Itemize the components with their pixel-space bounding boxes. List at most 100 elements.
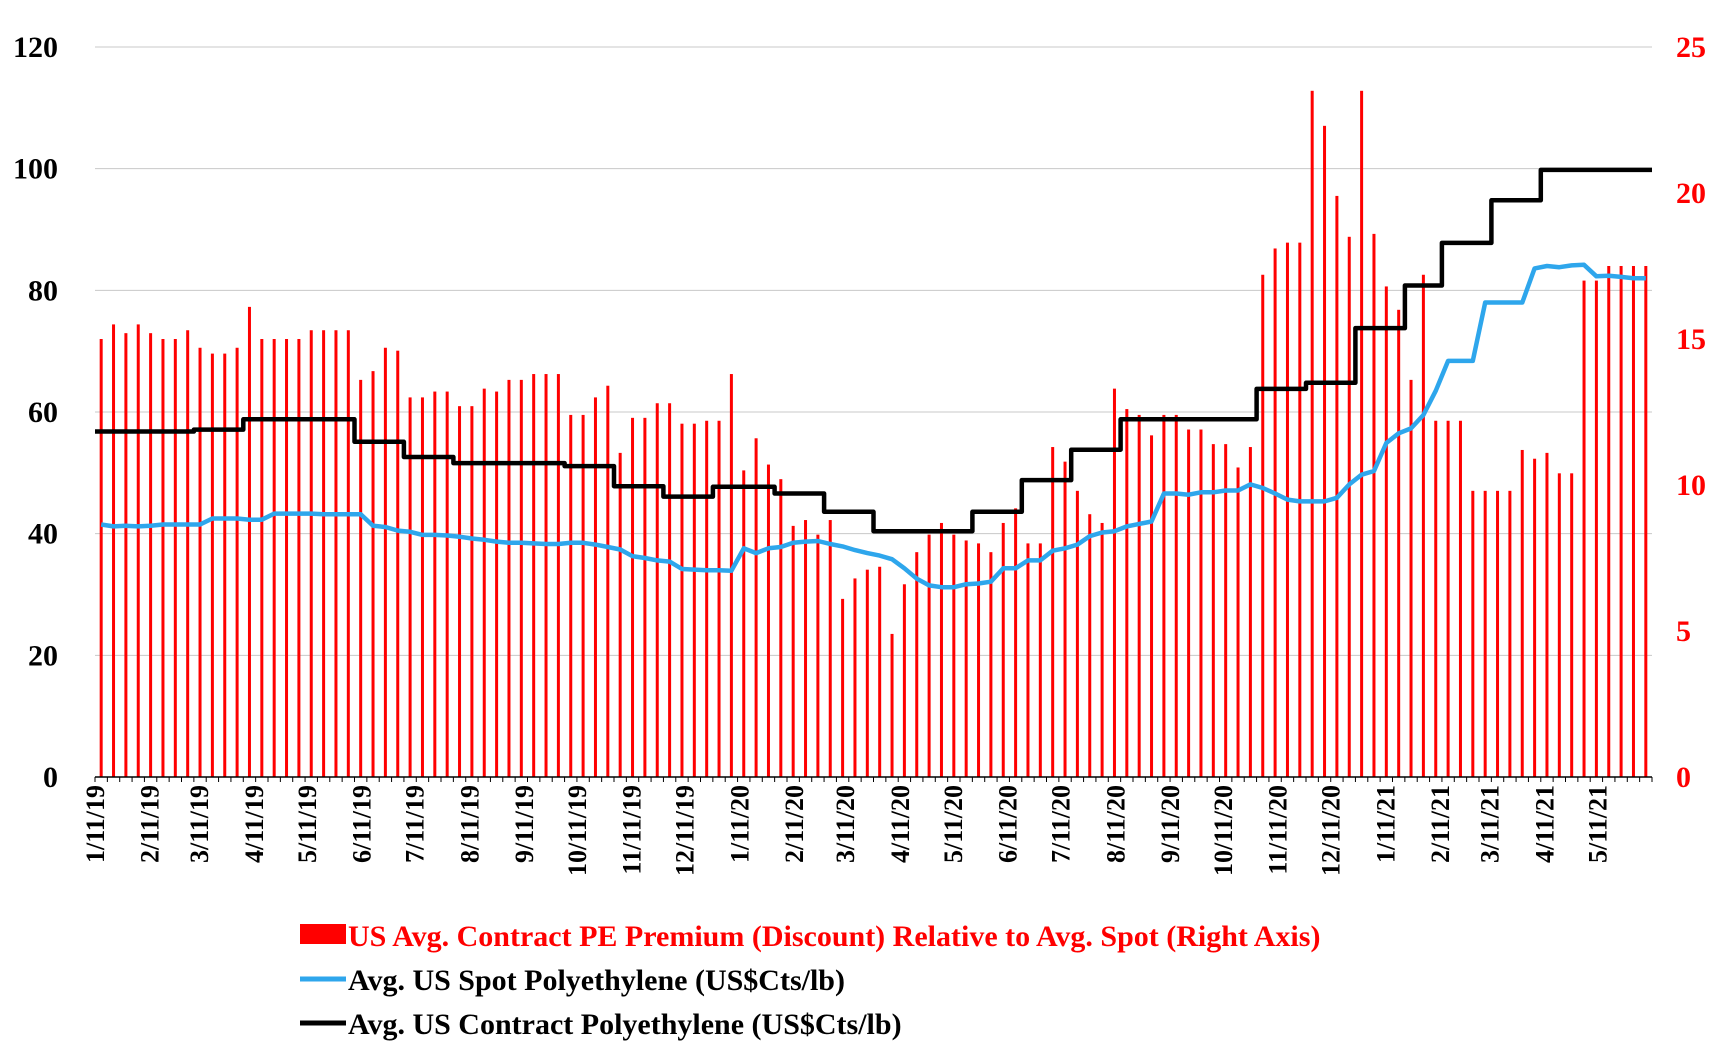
price-lines (95, 167, 1652, 590)
premium-bar (717, 420, 721, 777)
premium-bar (1137, 414, 1141, 777)
premium-bar (1397, 309, 1401, 777)
left-tick-label: 20 (28, 639, 58, 672)
premium-bar (643, 417, 647, 777)
premium-bar (223, 353, 227, 777)
premium-bar (1150, 435, 1154, 777)
premium-bar (804, 520, 808, 777)
x-tick-label: 6/11/19 (348, 785, 377, 863)
premium-bar (235, 347, 239, 777)
premium-bar (408, 397, 412, 777)
x-axis: 1/11/19 2/11/19 3/11/19 4/11/19 5/11/19 6/11/… (81, 776, 1653, 876)
premium-bar (593, 397, 597, 777)
x-tick-label: 4/11/20 (886, 785, 915, 863)
premium-bar (1014, 508, 1018, 777)
x-tick-label: 5/11/19 (293, 785, 322, 863)
premium-bar (519, 379, 523, 777)
premium-bar (334, 330, 338, 777)
premium-bars (99, 90, 1648, 778)
x-tick-label: 1/11/21 (1371, 785, 1400, 863)
premium-bar (458, 406, 462, 777)
left-tick-label: 100 (13, 153, 58, 186)
x-tick-label: 8/11/20 (1101, 785, 1130, 863)
premium-bar (420, 397, 424, 777)
premium-bar (285, 339, 289, 777)
premium-bar (1261, 274, 1265, 777)
premium-bar (1051, 447, 1055, 777)
premium-bar (1026, 543, 1030, 777)
premium-bar (618, 452, 622, 777)
premium-bar (210, 353, 214, 777)
premium-bar (1273, 248, 1277, 778)
premium-bar (952, 534, 956, 777)
premium-bar (247, 306, 251, 777)
premium-bar (890, 633, 894, 777)
right-axis: 0 5 10 15 20 25 (1676, 31, 1706, 794)
premium-bar (371, 371, 375, 777)
premium-bar (470, 406, 474, 777)
premium-bar (1483, 490, 1487, 777)
premium-bar (841, 598, 845, 777)
left-tick-label: 60 (28, 396, 58, 429)
premium-bar (186, 330, 190, 777)
premium-bar (964, 540, 968, 777)
x-tick-label: 5/11/21 (1583, 785, 1612, 863)
x-tick-label: 2/11/21 (1426, 785, 1455, 863)
premium-bar (977, 543, 981, 777)
legend-swatch-bar (300, 924, 346, 944)
x-tick-label: 3/11/20 (831, 785, 860, 863)
right-tick-label: 5 (1676, 615, 1691, 648)
x-tick-label: 5/11/20 (939, 785, 968, 863)
premium-bar (816, 534, 820, 777)
premium-bar (865, 569, 869, 777)
premium-bar (742, 470, 746, 777)
premium-bar (1409, 379, 1413, 777)
premium-bar (482, 388, 486, 777)
premium-bar (1001, 522, 1005, 777)
premium-bar (668, 403, 672, 777)
premium-bar (1446, 420, 1450, 777)
premium-bar (1533, 458, 1537, 777)
premium-bar (1384, 286, 1388, 777)
premium-bar (124, 333, 128, 777)
premium-bar (1619, 266, 1623, 777)
premium-bar (1458, 420, 1462, 777)
premium-bar (297, 339, 301, 777)
premium-bar (1298, 242, 1302, 777)
premium-bar (99, 339, 103, 777)
premium-bar (1631, 266, 1635, 777)
premium-bar (939, 522, 943, 777)
premium-bar (1162, 414, 1166, 777)
x-tick-label: 11/11/20 (1264, 785, 1293, 875)
premium-bar (1360, 90, 1364, 778)
gridlines (95, 46, 1652, 656)
premium-bar (1594, 280, 1598, 777)
premium-bar (112, 324, 116, 777)
premium-bar (1335, 195, 1339, 778)
right-tick-label: 10 (1676, 469, 1706, 502)
premium-bar (1372, 233, 1376, 777)
premium-bar (989, 552, 993, 777)
premium-bar (680, 423, 684, 777)
premium-bar (1557, 473, 1561, 777)
premium-bar (359, 379, 363, 777)
x-tick-label: 8/11/19 (455, 785, 484, 863)
premium-bar (1063, 461, 1067, 777)
premium-bar (754, 438, 758, 777)
premium-bar (149, 333, 153, 777)
left-tick-label: 80 (28, 274, 58, 307)
premium-bar (272, 339, 276, 777)
premium-bar (878, 566, 882, 777)
spot-price-line (100, 262, 1646, 590)
x-tick-label: 2/11/20 (780, 785, 809, 863)
premium-bar (1644, 266, 1648, 777)
x-tick-label: 3/11/19 (185, 785, 214, 863)
premium-bar (322, 330, 326, 777)
premium-bar (556, 374, 560, 777)
premium-bar (766, 464, 770, 777)
premium-bar (581, 414, 585, 777)
premium-bar (1285, 242, 1289, 777)
premium-bar (927, 534, 931, 777)
right-tick-label: 25 (1676, 31, 1706, 64)
x-tick-label: 4/11/21 (1530, 785, 1559, 863)
